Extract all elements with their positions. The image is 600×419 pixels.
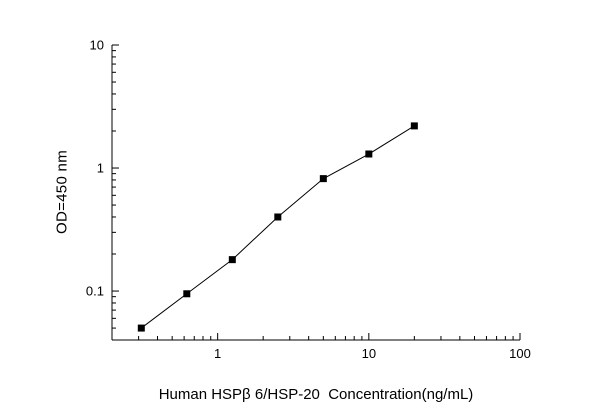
data-point-marker <box>365 150 373 158</box>
y-tick-label: 0.1 <box>86 284 104 299</box>
x-axis-title: Human HSPβ 6/HSP-20 Concentration(ng/mL) <box>158 386 474 403</box>
data-point-marker <box>319 175 327 183</box>
series-line <box>140 125 415 329</box>
data-point-marker <box>274 213 282 221</box>
data-point-marker <box>410 122 418 130</box>
data-point-marker <box>183 290 191 298</box>
y-tick-label: 1 <box>97 161 104 176</box>
data-point-marker <box>137 324 145 332</box>
x-tick-label: 1 <box>214 346 221 361</box>
y-tick-label: 10 <box>90 38 104 53</box>
data-point-marker <box>228 256 236 264</box>
x-tick-label: 10 <box>362 346 376 361</box>
y-axis-label: OD=450 nm <box>53 150 71 234</box>
x-tick-label: 100 <box>509 346 531 361</box>
